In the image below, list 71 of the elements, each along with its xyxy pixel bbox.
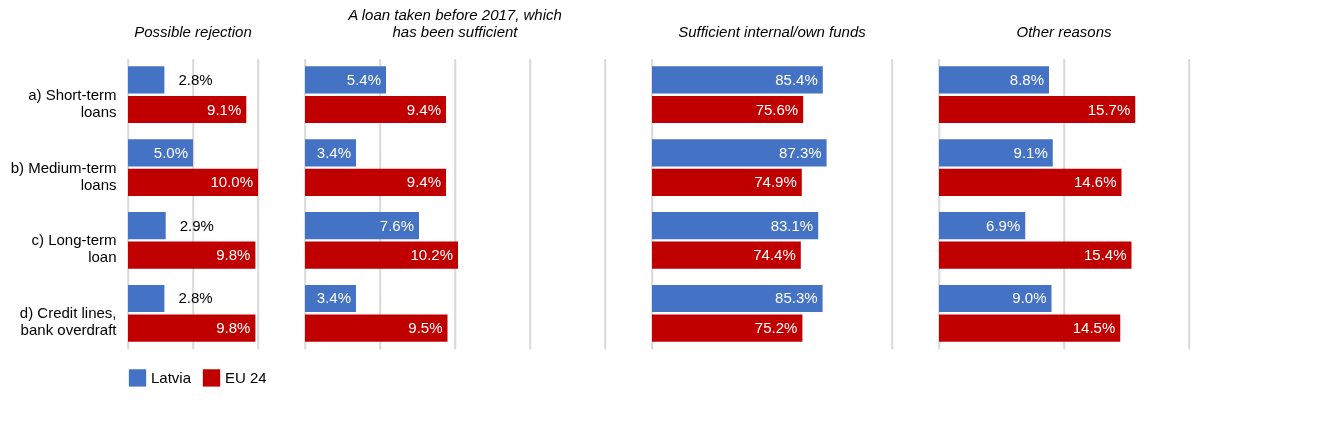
data-label: 7.6% <box>379 216 414 234</box>
bar <box>305 66 386 94</box>
data-label: 15.7% <box>1087 100 1131 118</box>
data-label: 83.1% <box>770 216 814 234</box>
data-label: 10.0% <box>210 173 253 191</box>
y-tick-label: d) Credit lines, bank overdraft <box>19 304 118 339</box>
bar <box>939 168 1122 196</box>
bar <box>939 95 1136 124</box>
bar <box>652 212 819 240</box>
data-label: 14.5% <box>1072 319 1116 337</box>
data-label: 9.4% <box>406 100 441 118</box>
bar <box>652 168 802 196</box>
data-label: 3.4% <box>316 143 351 161</box>
data-label: 5.0% <box>153 143 188 161</box>
bar <box>652 284 823 313</box>
data-label: 2.9% <box>179 216 214 234</box>
legend-label: EU 24 <box>225 368 267 386</box>
bar <box>939 314 1121 342</box>
data-label: 9.1% <box>207 100 242 118</box>
y-tick-label: c) Long-term loan <box>31 231 117 266</box>
bar <box>939 66 1049 94</box>
data-label: 74.9% <box>754 173 797 191</box>
data-label: 8.8% <box>1009 70 1044 88</box>
y-tick-label: b) Medium-term loans <box>10 158 117 193</box>
chart-title: Other reasons <box>1016 23 1113 41</box>
data-label: 9.5% <box>408 319 443 337</box>
bar <box>939 139 1053 167</box>
data-label: 6.9% <box>986 216 1021 234</box>
data-label: 74.4% <box>753 246 796 264</box>
data-label: 2.8% <box>178 70 213 88</box>
chart-title: Sufficient internal/own funds <box>678 23 867 41</box>
bar <box>128 314 256 342</box>
data-label: 85.4% <box>775 70 818 88</box>
data-label: 9.8% <box>216 319 251 337</box>
bar <box>652 314 803 342</box>
data-label: 87.3% <box>779 143 822 161</box>
y-tick-label: a) Short-term loans <box>28 85 117 120</box>
data-label: 14.6% <box>1073 173 1117 191</box>
bar <box>305 212 419 240</box>
data-label: 3.4% <box>316 289 351 307</box>
data-label: 85.3% <box>775 289 818 307</box>
bar <box>652 139 827 167</box>
data-label: 9.1% <box>1013 143 1048 161</box>
bar <box>652 66 823 94</box>
legend-label: Latvia <box>151 368 192 386</box>
bar <box>305 95 446 124</box>
bar <box>652 95 804 124</box>
chart-title: Possible rejection <box>134 23 252 41</box>
bar <box>305 168 446 196</box>
bar <box>305 241 458 269</box>
data-label: 75.2% <box>754 319 798 337</box>
data-label: 2.8% <box>178 289 213 307</box>
bar <box>128 95 247 124</box>
data-label: 9.4% <box>406 173 441 191</box>
data-label: 75.6% <box>755 100 799 118</box>
bar <box>939 284 1052 313</box>
bar <box>128 168 258 196</box>
bar <box>652 241 801 269</box>
data-label: 10.2% <box>410 246 453 264</box>
bar <box>128 66 165 94</box>
chart-title: A loan taken before 2017, which has been sufficient <box>347 6 562 41</box>
data-label: 9.0% <box>1012 289 1047 307</box>
data-label: 5.4% <box>346 70 381 88</box>
bar <box>128 284 165 313</box>
data-label: 9.8% <box>216 246 251 264</box>
bar <box>939 241 1132 269</box>
bar <box>305 314 448 342</box>
bar <box>939 212 1026 240</box>
data-label: 15.4% <box>1083 246 1127 264</box>
bar <box>128 212 166 240</box>
bar <box>128 241 256 269</box>
